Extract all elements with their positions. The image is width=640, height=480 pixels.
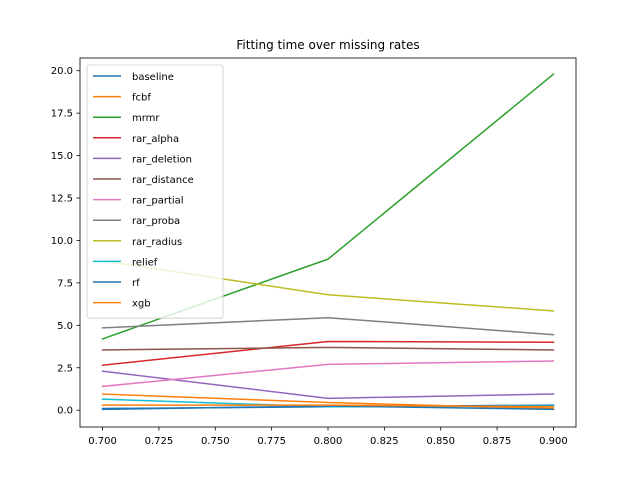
- y-tick-label: 10.0: [51, 236, 73, 247]
- series-line-rar-alpha: [101, 340, 555, 367]
- series-line-rar-proba: [101, 316, 555, 336]
- legend-label-rar-distance: rar_distance: [132, 175, 194, 186]
- y-tick-label: 7.5: [57, 278, 73, 289]
- y-tick-label: 12.5: [51, 194, 73, 205]
- legend-box: [86, 64, 224, 319]
- legend-label-rf: rf: [132, 278, 140, 289]
- x-tick-label: 0.900: [539, 436, 568, 447]
- x-tick-label: 0.750: [201, 436, 230, 447]
- series-line-rar-deletion: [101, 370, 555, 400]
- legend-label-rar-partial: rar_partial: [132, 196, 184, 207]
- legend-label-xgb: xgb: [132, 299, 151, 310]
- legend-label-rar-radius: rar_radius: [132, 237, 182, 248]
- legend-label-fcbf: fcbf: [132, 93, 151, 104]
- series-line-xgb: [101, 404, 555, 408]
- series-line-rf: [101, 405, 555, 411]
- series-line-rar-partial: [101, 360, 555, 388]
- series-layer: [101, 73, 555, 411]
- y-tick-label: 17.5: [51, 109, 73, 120]
- legend-label-rar-alpha: rar_alpha: [132, 134, 179, 145]
- legend-label-rar-proba: rar_proba: [132, 216, 180, 227]
- x-tick-label: 0.850: [426, 436, 455, 447]
- chart-title: Fitting time over missing rates: [236, 38, 419, 52]
- x-tick-label: 0.725: [145, 436, 174, 447]
- x-tick-label: 0.700: [88, 436, 117, 447]
- x-tick-label: 0.875: [483, 436, 512, 447]
- y-tick-label: 2.5: [57, 363, 73, 374]
- x-tick-label: 0.825: [370, 436, 399, 447]
- x-tick-label: 0.800: [314, 436, 343, 447]
- y-tick-label: 5.0: [57, 321, 73, 332]
- y-tick-label: 0.0: [57, 406, 73, 417]
- legend-label-relief: relief: [132, 257, 158, 268]
- legend-label-baseline: baseline: [132, 72, 174, 83]
- x-tick-label: 0.775: [257, 436, 286, 447]
- y-tick-label: 15.0: [51, 151, 73, 162]
- legend-label-mrmr: mrmr: [132, 113, 160, 124]
- x-axis: 0.700 0.725 0.750 0.775 0.800 0.825 0.850 0.875…: [88, 427, 568, 447]
- legend-label-rar-deletion: rar_deletion: [132, 154, 192, 165]
- legend: baseline fcbf mrmr rar_alpha rar_deletionrar…: [86, 64, 224, 319]
- series-line-rar-distance: [101, 346, 555, 351]
- y-axis: 0.0 2.5 5.0 7.5 10.0 12.5 15.0 17.5 20.0: [51, 66, 80, 417]
- y-tick-label: 20.0: [51, 66, 73, 77]
